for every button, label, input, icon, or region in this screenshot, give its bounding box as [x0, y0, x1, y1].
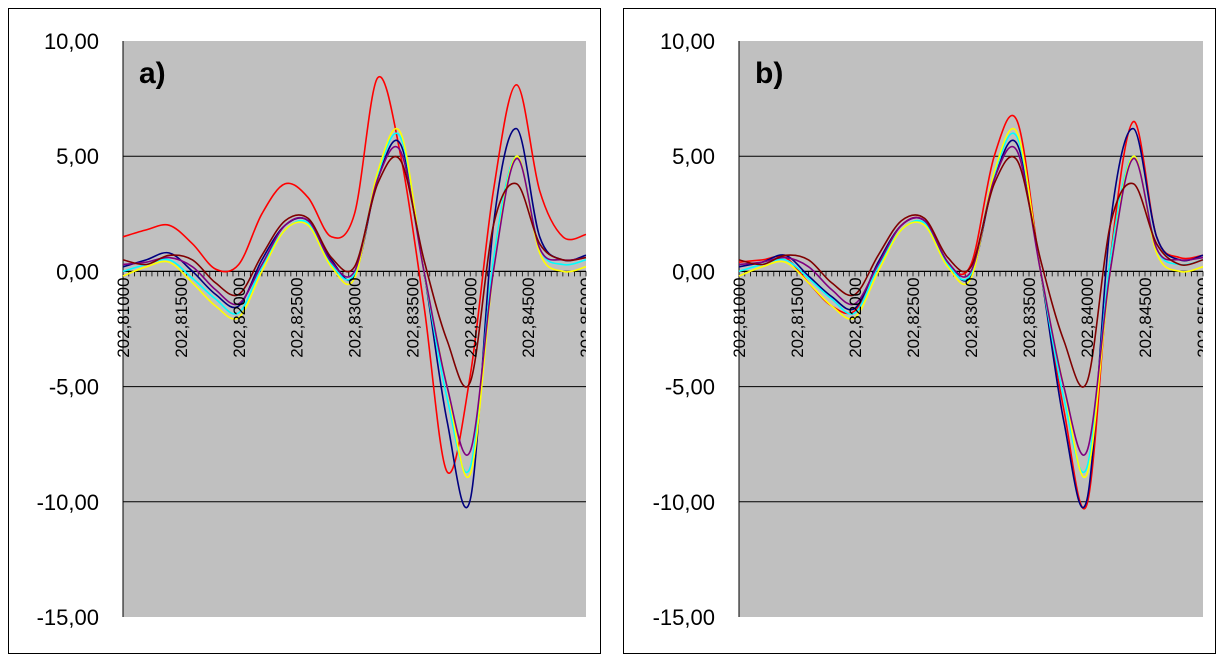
- y-tick-label: 10,00: [44, 29, 99, 54]
- y-tick-label: -15,00: [653, 605, 715, 630]
- x-tick-label: 202,83500: [1020, 277, 1039, 357]
- x-tick-label: 202,82000: [230, 277, 249, 357]
- x-tick-label: 202,81000: [730, 277, 749, 357]
- y-tick-label: -10,00: [37, 490, 99, 515]
- panel-label: b): [755, 57, 783, 90]
- y-tick-label: -15,00: [37, 605, 99, 630]
- y-tick-label: 5,00: [56, 144, 99, 169]
- x-tick-label: 202,82500: [288, 277, 307, 357]
- x-tick-label: 202,85000: [1194, 277, 1213, 357]
- x-tick-labels: 202,81000 202,81500 202,82000 202,82500 202,…: [730, 277, 1213, 357]
- series-line-5: [738, 145, 1204, 456]
- y-tick-label: -5,00: [665, 375, 715, 400]
- series-line-2: [738, 127, 1204, 509]
- y-tick-label: -10,00: [653, 490, 715, 515]
- x-tick-label: 202,84000: [1078, 277, 1097, 357]
- x-tick-label: 202,85000: [577, 277, 596, 357]
- series-line-6: [738, 155, 1204, 388]
- x-tick-label: 202,83000: [346, 277, 365, 357]
- series-line-6: [122, 155, 587, 388]
- panel-label: a): [139, 57, 166, 90]
- x-tick-label: 202,81500: [172, 277, 191, 357]
- y-tick-label: 0,00: [56, 259, 99, 284]
- x-tick-label: 202,84500: [519, 277, 538, 357]
- y-tick-label: 5,00: [672, 144, 715, 169]
- x-tick-label: 202,81000: [114, 277, 133, 357]
- y-tick-label: 10,00: [660, 29, 715, 54]
- x-tick-label: 202,82000: [846, 277, 865, 357]
- x-tick-label: 202,83500: [403, 277, 422, 357]
- series-line-1: [122, 75, 587, 475]
- x-tick-label: 202,84500: [1136, 277, 1155, 357]
- series-line-2: [122, 127, 587, 509]
- x-tick-label: 202,82500: [904, 277, 923, 357]
- series-line-5: [122, 145, 587, 456]
- x-tick-label: 202,84000: [461, 277, 480, 357]
- x-tick-labels: 202,81000 202,81500 202,82000 202,82500 202,…: [114, 277, 596, 357]
- x-tick-label: 202,83000: [962, 277, 981, 357]
- y-tick-label: 0,00: [672, 259, 715, 284]
- y-tick-label: -5,00: [49, 375, 99, 400]
- x-tick-label: 202,81500: [788, 277, 807, 357]
